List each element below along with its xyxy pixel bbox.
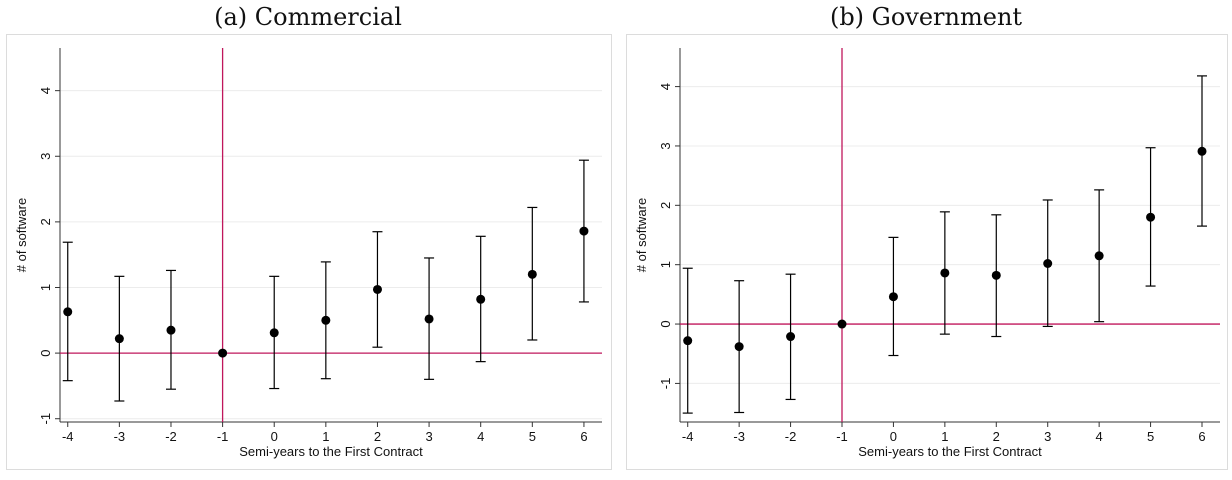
x-tick-label: 3 (425, 429, 432, 444)
x-tick-label: -3 (114, 429, 126, 444)
x-tick-label: 5 (529, 429, 536, 444)
y-tick-label: -1 (658, 378, 673, 390)
x-tick-label: -3 (733, 429, 745, 444)
x-tick-label: -1 (217, 429, 229, 444)
data-point (527, 269, 537, 279)
chart-commercial: -1 0 1 2 3 4 -4 -3 -2 -1 0 1 2 3 4 5 6 Semi-years to the … (14, 48, 602, 459)
data-point (1094, 251, 1104, 261)
y-tick-label: 1 (38, 284, 53, 291)
x-tick-label: 0 (271, 429, 278, 444)
x-tick-label: 4 (1096, 429, 1103, 444)
panel-title-commercial: (a) Commercial (214, 3, 402, 31)
plot-frame-government (626, 34, 1228, 470)
x-tick-label: 4 (477, 429, 484, 444)
panel-government: (b) Government -1 0 1 2 3 4 -4 -3 -2 -1 0 1 2 3 4 5 6 Sem… (620, 0, 1232, 480)
y-axis-title: # of software (634, 198, 649, 272)
x-tick-label: 6 (580, 429, 587, 444)
data-point (269, 328, 279, 338)
panel-commercial: (a) Commercial -1 0 1 2 3 4 -4 -3 -2 -1 0 1 2 3 4 5 6 Sem… (6, 3, 612, 470)
y-tick-label: 0 (38, 349, 53, 356)
x-tick-label: -2 (165, 429, 177, 444)
x-tick-label: 6 (1198, 429, 1205, 444)
data-point (1146, 212, 1156, 222)
data-point (1043, 258, 1053, 268)
data-point (218, 348, 228, 358)
x-tick-label: 2 (374, 429, 381, 444)
y-tick-label: 1 (658, 261, 673, 268)
data-point (734, 342, 744, 352)
data-point (114, 334, 124, 344)
y-tick-label: 4 (38, 87, 53, 94)
data-point (166, 325, 176, 335)
data-point (888, 292, 898, 302)
y-tick-label: 3 (658, 142, 673, 149)
data-point (991, 270, 1001, 280)
data-point (1197, 146, 1207, 156)
data-point (786, 332, 796, 342)
data-point (940, 268, 950, 278)
plot-frame-commercial (6, 34, 612, 470)
x-tick-label: 0 (890, 429, 897, 444)
y-tick-label: 2 (658, 202, 673, 209)
data-point (683, 336, 693, 346)
x-tick-label: -4 (62, 429, 74, 444)
y-tick-label: -1 (38, 413, 53, 425)
data-point (837, 319, 847, 329)
x-tick-label: 3 (1044, 429, 1051, 444)
y-tick-label: 3 (38, 153, 53, 160)
data-point (63, 307, 73, 317)
y-tick-label: 4 (658, 83, 673, 90)
x-tick-label: 1 (322, 429, 329, 444)
x-tick-label: -2 (785, 429, 797, 444)
data-point (579, 226, 589, 236)
x-axis-title: Semi-years to the First Contract (858, 444, 1042, 459)
x-tick-label: 2 (993, 429, 1000, 444)
x-tick-label: -1 (836, 429, 848, 444)
y-tick-label: 2 (38, 218, 53, 225)
data-point (424, 314, 434, 324)
data-point (321, 315, 331, 325)
x-tick-label: 1 (941, 429, 948, 444)
panel-title-government: (b) Government (829, 3, 1023, 31)
y-tick-label: 0 (658, 320, 673, 327)
x-axis-title: Semi-years to the First Contract (239, 444, 423, 459)
x-tick-label: 5 (1147, 429, 1154, 444)
data-point (476, 294, 486, 304)
y-axis-title: # of software (14, 198, 29, 272)
data-point (372, 284, 382, 294)
chart-government: -1 0 1 2 3 4 -4 -3 -2 -1 0 1 2 3 4 5 6 Semi-years to the … (634, 48, 1220, 459)
x-tick-label: -4 (682, 429, 694, 444)
